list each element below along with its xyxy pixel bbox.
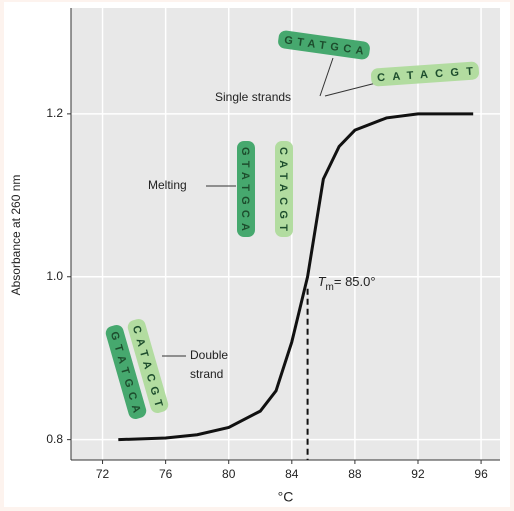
- x-tick-label: 88: [348, 467, 362, 481]
- x-tick-label: 84: [285, 467, 299, 481]
- y-tick-label: 1.0: [46, 269, 63, 283]
- strand: CATACGT: [275, 141, 293, 237]
- x-tick-label: 92: [411, 467, 425, 481]
- chart: 72 76 80 84 88 92 96 0.8 1.0 1.2 °C Absorbance at 2…: [0, 0, 514, 511]
- label-double: Double: [190, 348, 228, 362]
- label-melting: Melting: [148, 178, 187, 192]
- tm-subscript: m: [326, 281, 334, 292]
- y-tick-label: 1.2: [46, 106, 63, 120]
- strand-sequence: CATACGT: [277, 147, 289, 231]
- y-tick-label: 0.8: [46, 432, 63, 446]
- x-tick-label: 80: [222, 467, 236, 481]
- label-double: strand: [190, 367, 223, 381]
- y-axis-label: Absorbance at 260 nm: [9, 175, 23, 296]
- tm-text: = 85.0°: [334, 274, 376, 289]
- x-tick-label: 72: [96, 467, 110, 481]
- label-single: Single strands: [215, 90, 291, 104]
- strand: GTATGCA: [237, 141, 255, 237]
- x-tick-label: 76: [159, 467, 173, 481]
- x-tick-label: 96: [474, 467, 488, 481]
- x-axis-label: °C: [278, 489, 294, 505]
